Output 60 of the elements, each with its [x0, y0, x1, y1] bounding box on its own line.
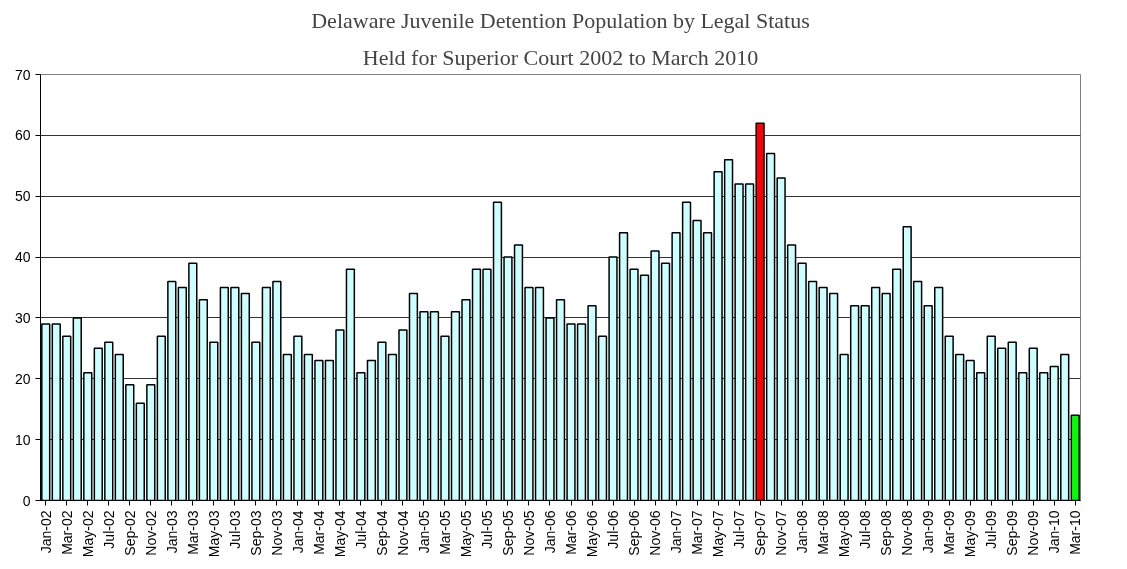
x-tick-label: Jul-07 [731, 510, 748, 549]
x-tick-label: May-03 [205, 510, 222, 558]
x-tick-label: May-07 [710, 510, 727, 558]
chart-subtitle: Held for Superior Court 2002 to March 2010 [362, 44, 759, 70]
x-tick-label: Jan-09 [920, 510, 937, 554]
x-tick-label: Jul-03 [226, 510, 243, 549]
x-tick-label: Nov-03 [268, 510, 285, 556]
x-tick-label: Sep-07 [752, 510, 769, 556]
x-tick-label: Jan-06 [541, 510, 558, 554]
x-tick-label: May-02 [79, 510, 96, 558]
x-tick-label: Nov-08 [899, 510, 916, 556]
x-tick-label: Mar-10 [1067, 510, 1084, 555]
x-tick-label: Sep-03 [247, 510, 264, 556]
x-tick-label: Sep-06 [626, 510, 643, 556]
x-tick-label: Sep-09 [1004, 510, 1021, 556]
x-tick-label: Mar-07 [689, 510, 706, 555]
x-tick-label: Jul-06 [605, 510, 622, 549]
x-tick-label: Mar-06 [563, 510, 580, 555]
x-tick-label: Sep-02 [121, 510, 138, 556]
x-tick-label: Nov-05 [520, 510, 537, 556]
x-tick-label: Jan-08 [794, 510, 811, 554]
y-tick-label: 40 [14, 249, 31, 266]
x-tick-label: Nov-07 [773, 510, 790, 556]
x-tick-label: Mar-09 [941, 510, 958, 555]
chart-title: Delaware Juvenile Detention Population by Legal Status [311, 7, 810, 33]
x-tick-label: Jan-05 [415, 510, 432, 554]
x-tick-label: Jan-03 [163, 510, 180, 554]
x-tick-label: Nov-04 [394, 510, 411, 556]
x-tick-label: Mar-05 [436, 510, 453, 555]
y-tick-label: 60 [14, 127, 31, 144]
x-tick-label: Jan-04 [289, 510, 306, 554]
x-tick-label: May-04 [331, 510, 348, 558]
x-tick-label: Jul-09 [983, 510, 1000, 549]
y-tick-label: 10 [14, 431, 31, 448]
y-tick-label: 30 [14, 309, 31, 326]
x-tick-label: Jan-02 [37, 510, 54, 554]
x-tick-label: May-06 [584, 510, 601, 558]
x-tick-label: May-05 [457, 510, 474, 558]
x-tick-label: Mar-02 [58, 510, 75, 555]
x-tick-label: Mar-08 [815, 510, 832, 555]
x-tick-label: Nov-06 [647, 510, 664, 556]
x-tick-label: Nov-09 [1025, 510, 1042, 556]
y-tick-label: 50 [14, 188, 31, 205]
x-tick-label: Jul-08 [857, 510, 874, 549]
x-tick-label: Jan-10 [1046, 510, 1063, 554]
x-tick-label: Jul-04 [352, 510, 369, 549]
x-tick-label: Nov-02 [142, 510, 159, 556]
x-tick-label: Jul-02 [100, 510, 117, 549]
x-tick-label: May-09 [962, 510, 979, 558]
x-tick-label: Mar-03 [184, 510, 201, 555]
y-tick-label: 0 [22, 492, 31, 509]
x-tick-label: Sep-04 [373, 510, 390, 556]
y-tick-label: 70 [14, 66, 31, 83]
x-tick-label: Jul-05 [478, 510, 495, 549]
x-tick-label: May-08 [836, 510, 853, 558]
y-tick-label: 20 [14, 370, 31, 387]
x-tick-label: Mar-04 [310, 510, 327, 555]
x-tick-label: Sep-08 [878, 510, 895, 556]
x-tick-label: Sep-05 [499, 510, 516, 556]
x-tick-label: Jan-07 [668, 510, 685, 554]
